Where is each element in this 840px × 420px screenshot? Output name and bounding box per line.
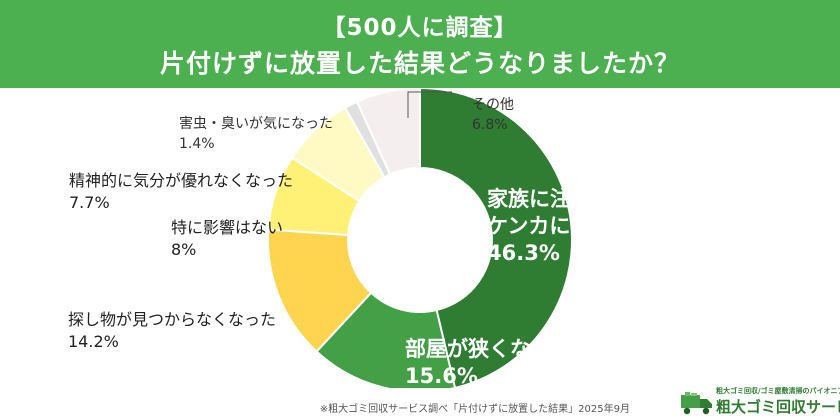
- slice-label-line: ケンカになった: [487, 214, 634, 238]
- donut-slice-1: [315, 291, 457, 388]
- logo-name: 粗大ゴミ回収サービス: [716, 398, 840, 416]
- label-slice-family: 家族に注意された ケンカになった 46.3%: [487, 186, 655, 267]
- slice-value: 6.8%: [472, 117, 508, 133]
- label-slice-mental: 精神的に気分が優れなくなった 7.7%: [69, 170, 293, 214]
- slice-value: 1.4%: [179, 136, 215, 152]
- slice-label-line: 探し物が見つからなくなった: [68, 310, 277, 329]
- slice-value: 14.2%: [68, 332, 119, 351]
- header-banner: 【500人に調査】 片付けずに放置した結果どうなりましたか？: [0, 0, 840, 88]
- brand-logo: 粗大ゴミ回収/ゴミ屋敷清掃のパイオニア 粗大ゴミ回収サービス: [678, 386, 840, 418]
- label-slice-pests: 害虫・臭いが気になった 1.4%: [179, 114, 333, 154]
- chart-title-line1: 【500人に調査】: [322, 15, 518, 41]
- slice-value: 15.6%: [405, 364, 478, 388]
- chart-title-line2: 片付けずに放置した結果どうなりましたか？: [159, 49, 680, 78]
- slice-label-line: 家族に注意された: [487, 187, 655, 211]
- donut-slice-0: [419, 88, 573, 388]
- donut-chart: [267, 88, 573, 388]
- slice-label-line: その他: [472, 97, 514, 113]
- slice-value: 7.7%: [69, 193, 110, 212]
- label-slice-room: 部屋が狭くなった 15.6%: [405, 336, 573, 390]
- slice-value: 46.3%: [487, 241, 560, 265]
- donut-slice-6: [355, 88, 421, 176]
- label-slice-other: その他 6.8%: [472, 95, 514, 135]
- label-slice-no-effect: 特に影響はない 8%: [171, 217, 283, 261]
- source-footnote: ※粗大ゴミ回収サービス調べ「片付けずに放置した結果」2025年9月: [319, 404, 630, 415]
- slice-label-line: 部屋が狭くなった: [405, 337, 573, 361]
- slice-label-line: 特に影響はない: [171, 218, 284, 237]
- label-slice-search: 探し物が見つからなくなった 14.2%: [68, 309, 276, 353]
- leader-line-other: [407, 91, 452, 118]
- slice-label-line: 害虫・臭いが気になった: [179, 116, 333, 132]
- slice-value: 8%: [171, 240, 197, 259]
- logo-tagline: 粗大ゴミ回収/ゴミ屋敷清掃のパイオニア: [716, 387, 840, 395]
- slice-label-line: 精神的に気分が優れなくなった: [69, 171, 294, 190]
- truck-icon: [681, 392, 712, 415]
